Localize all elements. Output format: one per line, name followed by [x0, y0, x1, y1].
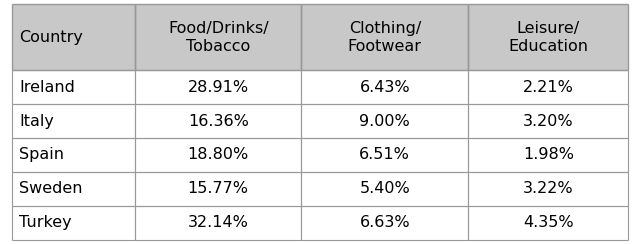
Bar [12, 206, 135, 240]
Text: 3.22%: 3.22% [523, 181, 573, 196]
Text: Clothing/
Footwear: Clothing/ Footwear [348, 21, 422, 53]
Bar [135, 138, 301, 172]
Text: Sweden: Sweden [19, 181, 83, 196]
Bar [301, 206, 468, 240]
Text: Leisure/
Education: Leisure/ Education [508, 21, 588, 53]
Text: 18.80%: 18.80% [188, 147, 249, 163]
Text: 6.51%: 6.51% [359, 147, 410, 163]
Text: 6.63%: 6.63% [360, 215, 410, 230]
Text: Spain: Spain [19, 147, 64, 163]
Text: 5.40%: 5.40% [360, 181, 410, 196]
Bar [301, 172, 468, 206]
Text: 4.35%: 4.35% [523, 215, 573, 230]
Text: 3.20%: 3.20% [523, 113, 573, 129]
Text: Country: Country [19, 30, 83, 45]
Bar [301, 138, 468, 172]
Text: 6.43%: 6.43% [360, 80, 410, 95]
Bar [468, 172, 628, 206]
Bar [468, 206, 628, 240]
Bar [135, 172, 301, 206]
Bar [301, 4, 468, 70]
Text: 32.14%: 32.14% [188, 215, 248, 230]
Bar [301, 70, 468, 104]
Bar [468, 104, 628, 138]
Bar [301, 104, 468, 138]
Bar [12, 104, 135, 138]
Text: 1.98%: 1.98% [523, 147, 574, 163]
Bar [135, 206, 301, 240]
Bar [12, 4, 135, 70]
Text: Food/Drinks/
Tobacco: Food/Drinks/ Tobacco [168, 21, 269, 53]
Text: Turkey: Turkey [19, 215, 72, 230]
Bar [12, 138, 135, 172]
Bar [135, 4, 301, 70]
Bar [468, 138, 628, 172]
Bar [135, 70, 301, 104]
Bar [135, 104, 301, 138]
Bar [12, 172, 135, 206]
Text: 16.36%: 16.36% [188, 113, 248, 129]
Text: Ireland: Ireland [19, 80, 75, 95]
Text: 9.00%: 9.00% [360, 113, 410, 129]
Text: 28.91%: 28.91% [188, 80, 249, 95]
Text: 15.77%: 15.77% [188, 181, 249, 196]
Text: Italy: Italy [19, 113, 54, 129]
Bar [12, 70, 135, 104]
Text: 2.21%: 2.21% [523, 80, 573, 95]
Bar [468, 4, 628, 70]
Bar [468, 70, 628, 104]
